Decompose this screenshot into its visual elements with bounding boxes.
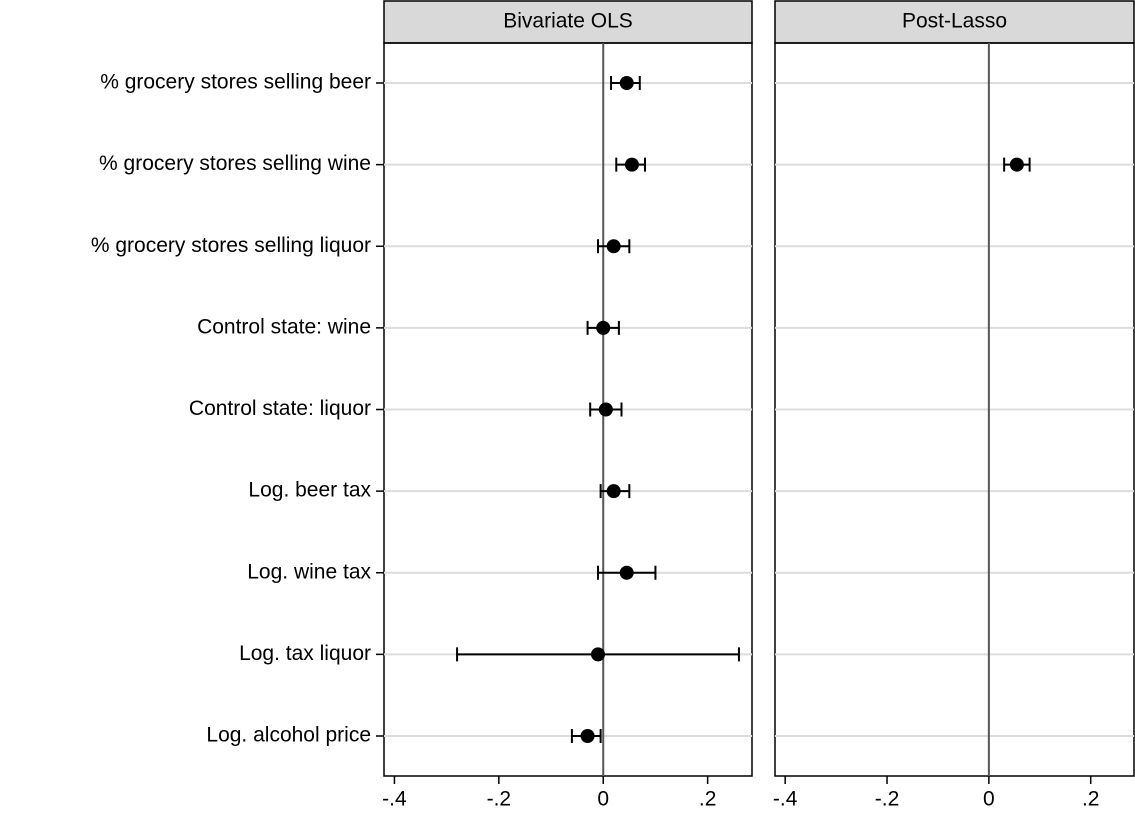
point — [591, 647, 606, 662]
panel-header — [383, 0, 753, 44]
x-tick-label: -.2 — [487, 788, 512, 811]
panel-title: Bivariate OLS — [503, 10, 633, 33]
point — [619, 76, 634, 90]
panel-header — [774, 0, 1135, 44]
point — [619, 565, 634, 580]
x-tick-label: .2 — [1082, 788, 1100, 811]
x-tick-label: .2 — [699, 788, 717, 811]
y-tick-label: Log. beer tax — [248, 479, 371, 502]
y-tick-label: % grocery stores selling wine — [99, 152, 371, 175]
point — [598, 402, 613, 417]
panel-title: Post-Lasso — [902, 10, 1007, 33]
y-tick-label: Control state: wine — [197, 315, 371, 338]
x-tick-label: -.4 — [382, 788, 407, 811]
y-tick-label: Control state: liquor — [189, 397, 371, 420]
x-tick-label: 0 — [597, 788, 609, 811]
point — [596, 320, 611, 335]
x-tick-label: 0 — [983, 788, 995, 811]
point — [1009, 157, 1024, 172]
x-tick-label: -.4 — [773, 788, 798, 811]
y-tick-label: Log. alcohol price — [206, 724, 371, 747]
y-tick-label: % grocery stores selling liquor — [91, 234, 371, 257]
y-tick-label: % grocery stores selling beer — [100, 71, 371, 94]
x-tick-label: -.2 — [875, 788, 900, 811]
y-tick-label: Log. wine tax — [247, 560, 371, 583]
point — [606, 239, 621, 254]
point — [606, 484, 621, 499]
point — [580, 729, 595, 743]
y-tick-label: Log. tax liquor — [239, 642, 371, 665]
point — [624, 157, 639, 172]
